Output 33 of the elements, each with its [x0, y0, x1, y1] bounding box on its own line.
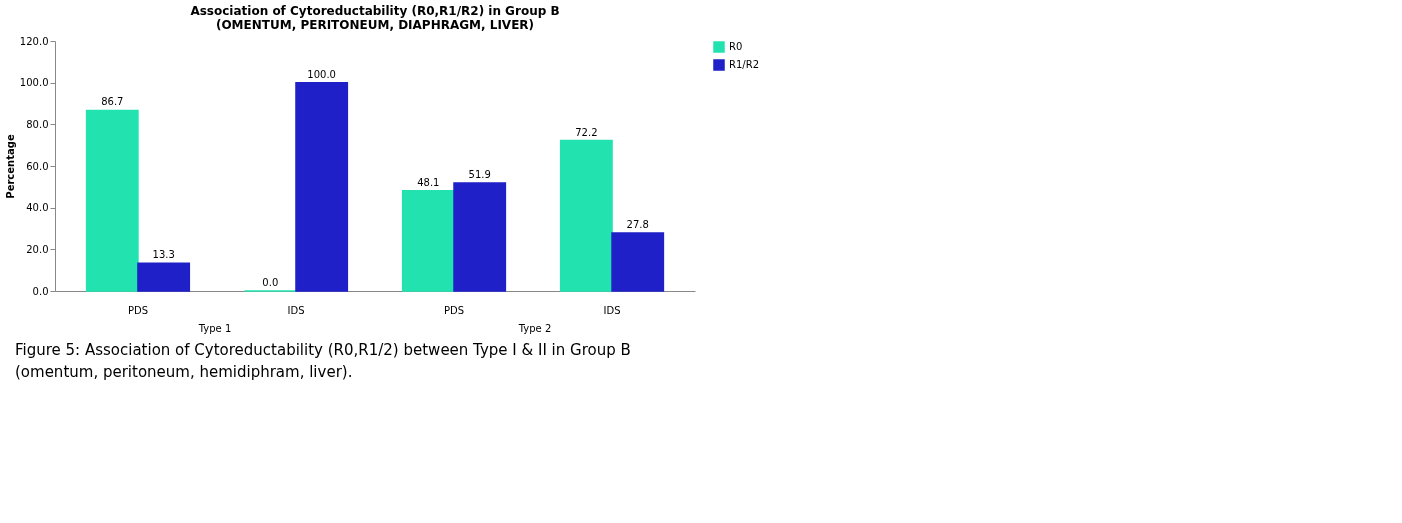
- bar: [85, 109, 139, 292]
- data-label: 48.1: [417, 176, 440, 188]
- x-tick-label: PDS: [443, 304, 465, 316]
- data-label: 51.9: [468, 168, 491, 180]
- x-tick-label: PDS: [127, 304, 148, 316]
- y-axis-title: Percentage: [4, 134, 16, 199]
- data-label: 27.8: [626, 219, 649, 231]
- data-label: 72.2: [575, 126, 598, 138]
- bar: [453, 182, 507, 292]
- y-tick-label: 40.0: [26, 202, 49, 214]
- y-tick-label: 20.0: [26, 243, 49, 255]
- data-label: 0.0: [262, 277, 279, 288]
- text: Type 2: [517, 323, 552, 334]
- data-label: 13.3: [152, 249, 175, 261]
- bar: [401, 190, 455, 292]
- text: Type 1: [197, 323, 232, 334]
- bar: [295, 81, 349, 292]
- y-tick-label: 100.0: [19, 77, 49, 89]
- y-tick-label: 60.0: [26, 160, 49, 172]
- y-tick-label: 0.0: [32, 285, 49, 297]
- y-tick-label: 120.0: [19, 35, 49, 47]
- legend-label: R1/R2: [729, 59, 759, 70]
- bar: [137, 262, 191, 292]
- data-label: 100.0: [307, 68, 336, 80]
- x-tick-label: IDS: [287, 304, 305, 316]
- data-label: 86.7: [101, 96, 124, 108]
- bar: [611, 232, 665, 292]
- y-tick-label: 80.0: [26, 118, 49, 130]
- bar: [559, 139, 613, 292]
- x-tick-label: IDS: [603, 304, 621, 316]
- chart-title: Association of Cytoreductability (R0,R1/R2) in Group B (OMENTUM, PERITONEUM, DIAPHRAGM, LIVER): [190, 4, 560, 32]
- legend-label: R0: [729, 41, 743, 52]
- caption: Figure 5: Association of Cytoreductability (R0,R1/2) between Type I & II in Group B (omentum, peritoneum, hemidiphram, liver).: [15, 341, 631, 381]
